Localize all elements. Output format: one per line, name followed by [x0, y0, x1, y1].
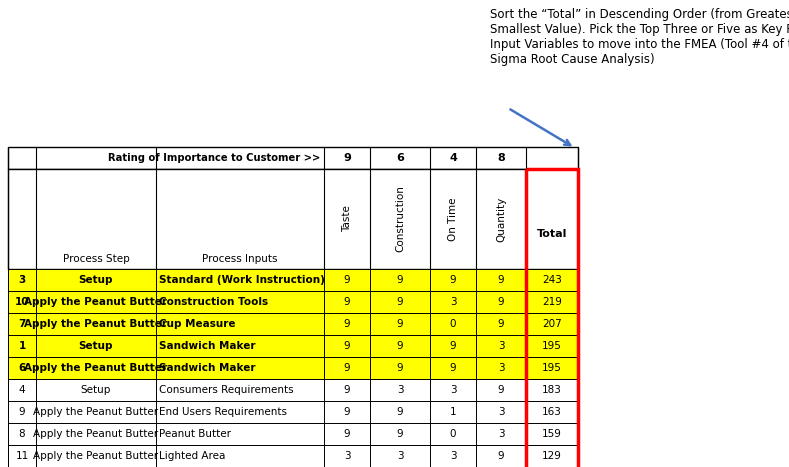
Bar — [526, 169, 578, 467]
Text: 159: 159 — [542, 429, 562, 439]
Bar — [8, 169, 578, 269]
Text: 3: 3 — [498, 407, 504, 417]
Bar — [8, 357, 578, 379]
Text: 9: 9 — [498, 297, 504, 307]
Text: Setup: Setup — [79, 341, 114, 351]
Text: 219: 219 — [542, 297, 562, 307]
Text: Cup Measure: Cup Measure — [159, 319, 235, 329]
Text: 207: 207 — [542, 319, 562, 329]
Text: On Time: On Time — [448, 197, 458, 241]
Text: 4: 4 — [449, 153, 457, 163]
Text: 195: 195 — [542, 363, 562, 373]
Text: 1: 1 — [450, 407, 456, 417]
Text: 1: 1 — [18, 341, 25, 351]
Text: 3: 3 — [450, 385, 456, 395]
Text: 243: 243 — [542, 275, 562, 285]
Text: Peanut Butter: Peanut Butter — [159, 429, 231, 439]
Text: Apply the Peanut Butter: Apply the Peanut Butter — [24, 319, 167, 329]
Text: Sort the “Total” in Descending Order (from Greatest Value to
Smallest Value). Pi: Sort the “Total” in Descending Order (fr… — [490, 8, 789, 66]
Text: Apply the Peanut Butter: Apply the Peanut Butter — [33, 429, 159, 439]
Text: 9: 9 — [498, 385, 504, 395]
Bar — [8, 291, 578, 313]
Text: 9: 9 — [397, 363, 403, 373]
Text: Construction: Construction — [395, 185, 405, 253]
Text: Quantity: Quantity — [496, 197, 506, 241]
Text: 3: 3 — [450, 297, 456, 307]
Text: 9: 9 — [397, 341, 403, 351]
Text: 9: 9 — [344, 297, 350, 307]
Text: 9: 9 — [19, 407, 25, 417]
Bar — [8, 423, 578, 445]
Text: 9: 9 — [397, 319, 403, 329]
Bar — [8, 401, 578, 423]
Bar — [8, 445, 578, 467]
Text: 3: 3 — [397, 451, 403, 461]
Text: 6: 6 — [18, 363, 25, 373]
Text: 10: 10 — [15, 297, 29, 307]
Text: Taste: Taste — [342, 205, 352, 233]
Text: 9: 9 — [344, 319, 350, 329]
Bar — [8, 269, 578, 291]
Text: 3: 3 — [498, 363, 504, 373]
Text: Apply the Peanut Butter: Apply the Peanut Butter — [24, 363, 167, 373]
Text: 0: 0 — [450, 429, 456, 439]
Text: 9: 9 — [498, 275, 504, 285]
Text: 9: 9 — [344, 407, 350, 417]
Bar — [8, 335, 578, 357]
Text: Process Inputs: Process Inputs — [202, 254, 278, 264]
Text: 3: 3 — [344, 451, 350, 461]
Text: Setup: Setup — [80, 385, 111, 395]
Text: 9: 9 — [450, 275, 456, 285]
Text: 9: 9 — [344, 363, 350, 373]
Text: 9: 9 — [498, 319, 504, 329]
Text: 129: 129 — [542, 451, 562, 461]
Text: 195: 195 — [542, 341, 562, 351]
Text: 9: 9 — [344, 429, 350, 439]
Text: Standard (Work Instruction): Standard (Work Instruction) — [159, 275, 325, 285]
Text: 8: 8 — [19, 429, 25, 439]
Text: 8: 8 — [497, 153, 505, 163]
Text: 163: 163 — [542, 407, 562, 417]
Text: Lighted Area: Lighted Area — [159, 451, 226, 461]
Text: 11: 11 — [15, 451, 28, 461]
Text: 9: 9 — [450, 341, 456, 351]
Bar — [8, 147, 578, 169]
Text: 9: 9 — [397, 407, 403, 417]
Text: 3: 3 — [498, 429, 504, 439]
Text: Apply the Peanut Butter: Apply the Peanut Butter — [33, 451, 159, 461]
Text: 3: 3 — [18, 275, 25, 285]
Text: 3: 3 — [450, 451, 456, 461]
Text: Rating of Importance to Customer >>: Rating of Importance to Customer >> — [108, 153, 320, 163]
Text: 9: 9 — [397, 275, 403, 285]
Text: 4: 4 — [19, 385, 25, 395]
Text: 9: 9 — [344, 275, 350, 285]
Text: Sandwich Maker: Sandwich Maker — [159, 363, 256, 373]
Text: 9: 9 — [397, 297, 403, 307]
Text: 9: 9 — [498, 451, 504, 461]
Text: Setup: Setup — [79, 275, 114, 285]
Text: Process Step: Process Step — [62, 254, 129, 264]
Bar — [8, 313, 578, 335]
Text: End Users Requirements: End Users Requirements — [159, 407, 287, 417]
Text: Total: Total — [537, 229, 567, 239]
Text: 9: 9 — [450, 363, 456, 373]
Text: 9: 9 — [344, 341, 350, 351]
Text: 183: 183 — [542, 385, 562, 395]
Text: Apply the Peanut Butter: Apply the Peanut Butter — [24, 297, 167, 307]
Text: 9: 9 — [397, 429, 403, 439]
Text: Consumers Requirements: Consumers Requirements — [159, 385, 294, 395]
Text: 3: 3 — [498, 341, 504, 351]
Text: Apply the Peanut Butter: Apply the Peanut Butter — [33, 407, 159, 417]
Text: 9: 9 — [343, 153, 351, 163]
Text: 6: 6 — [396, 153, 404, 163]
Text: 3: 3 — [397, 385, 403, 395]
Text: 0: 0 — [450, 319, 456, 329]
Text: Sandwich Maker: Sandwich Maker — [159, 341, 256, 351]
Text: 7: 7 — [18, 319, 26, 329]
Text: 9: 9 — [344, 385, 350, 395]
Bar — [8, 379, 578, 401]
Text: Construction Tools: Construction Tools — [159, 297, 268, 307]
